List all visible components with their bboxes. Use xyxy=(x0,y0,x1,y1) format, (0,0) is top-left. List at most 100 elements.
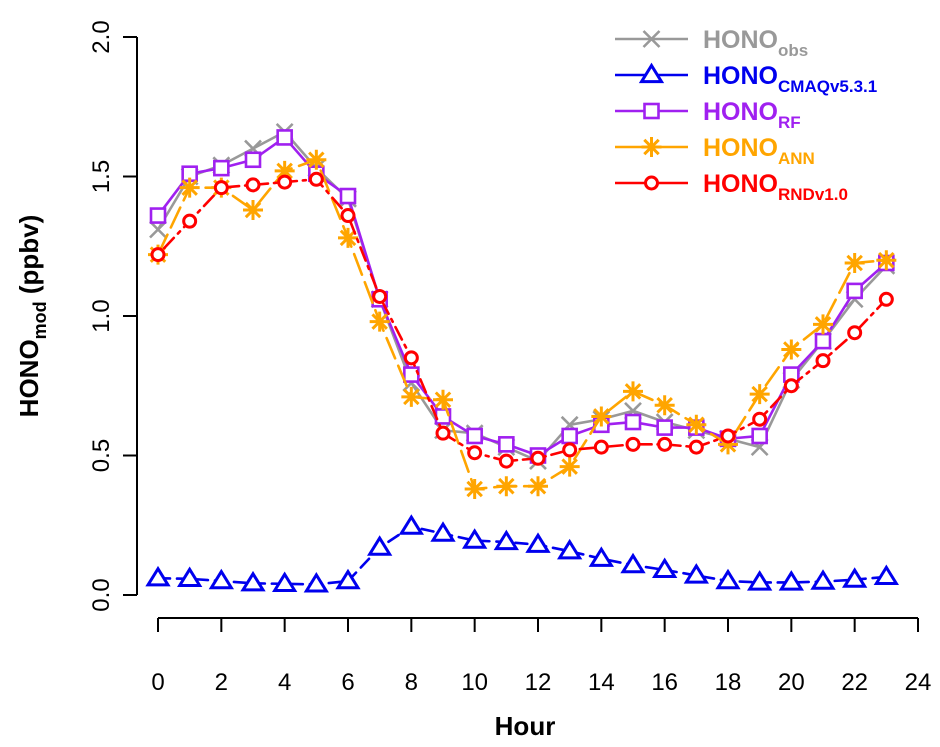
x-tick-label: 14 xyxy=(588,669,615,696)
y-axis-title-suffix: (ppbv) xyxy=(14,215,44,302)
data-point-rnd xyxy=(847,325,863,341)
data-point-rnd xyxy=(878,291,894,307)
data-point-rnd xyxy=(213,180,229,196)
data-point-cmaq xyxy=(842,567,868,588)
series-cmaq xyxy=(145,514,899,593)
data-point-ann xyxy=(306,149,327,170)
legend-label-main: HONO xyxy=(703,62,778,90)
legend-marker xyxy=(638,62,665,84)
y-axis-title: HONOmod (ppbv) xyxy=(14,215,50,418)
data-point-cmaq xyxy=(272,571,298,592)
data-point-ann xyxy=(591,406,612,427)
legend-marker xyxy=(642,30,661,48)
data-point-ann xyxy=(781,339,802,360)
legend: HONOobsHONOCMAQv5.3.1HONORFHONOANNHONORN… xyxy=(615,26,877,204)
data-point-rnd xyxy=(372,288,388,304)
y-tick-label: 2.0 xyxy=(88,20,115,53)
data-point-rf xyxy=(149,207,167,224)
y-tick-label: 0.0 xyxy=(88,578,115,611)
data-point-cmaq xyxy=(335,568,361,590)
data-point-cmaq xyxy=(430,521,456,542)
data-point-rf xyxy=(814,332,832,350)
legend-label-sub: obs xyxy=(778,41,808,60)
x-tick-label: 18 xyxy=(715,669,742,696)
data-point-ann xyxy=(179,177,200,198)
data-point-cmaq xyxy=(778,570,804,591)
y-axis-title-main: HONO xyxy=(14,339,44,417)
data-point-rnd xyxy=(498,453,514,469)
data-point-rnd xyxy=(308,171,324,187)
y-tick-label: 1.5 xyxy=(88,160,115,193)
data-point-cmaq xyxy=(652,557,678,579)
data-point-rf xyxy=(751,427,768,445)
legend-marker xyxy=(641,137,662,157)
data-point-rnd xyxy=(562,442,578,458)
data-point-rf xyxy=(656,419,673,436)
x-axis-title: Hour xyxy=(495,711,556,741)
data-point-rnd xyxy=(720,428,736,444)
y-tick-label: 0.5 xyxy=(88,439,115,472)
data-point-ann xyxy=(243,199,263,220)
data-point-rnd xyxy=(530,450,546,466)
series-line-ann xyxy=(156,158,888,491)
x-tick-label: 16 xyxy=(651,669,678,696)
data-point-rnd xyxy=(688,439,704,455)
x-tick-label: 4 xyxy=(278,669,291,696)
data-point-rnd xyxy=(625,436,641,452)
data-point-cmaq xyxy=(240,570,266,592)
data-point-cmaq xyxy=(462,528,488,549)
data-point-rf xyxy=(624,413,642,431)
data-point-cmaq xyxy=(810,569,836,590)
data-point-rnd xyxy=(783,378,799,394)
data-point-cmaq xyxy=(208,568,234,590)
legend-label: HONOobs xyxy=(703,26,808,60)
data-point-cmaq xyxy=(177,566,203,587)
legend-marker xyxy=(643,102,660,120)
series-rf xyxy=(149,129,895,464)
data-point-rf xyxy=(244,151,262,169)
data-point-rnd xyxy=(435,425,451,441)
series-rnd xyxy=(150,171,894,469)
data-point-ann xyxy=(813,314,833,335)
data-point-ann xyxy=(623,381,643,402)
data-point-cmaq xyxy=(620,552,646,574)
data-point-ann xyxy=(749,384,770,405)
x-tick-label: 22 xyxy=(841,669,868,696)
data-point-cmaq xyxy=(873,564,899,586)
data-point-ann xyxy=(401,386,422,407)
data-point-cmaq xyxy=(683,563,709,584)
data-point-rnd xyxy=(403,350,419,366)
series-layer xyxy=(145,122,899,593)
x-tick-label: 6 xyxy=(341,669,354,696)
data-point-cmaq xyxy=(303,572,329,593)
data-point-cmaq xyxy=(525,532,551,553)
data-point-cmaq xyxy=(557,538,583,560)
legend-label-main: HONO xyxy=(703,134,778,162)
data-point-rnd xyxy=(752,411,768,427)
legend-item-ann: HONOANN xyxy=(615,134,815,168)
data-point-rnd xyxy=(467,445,483,461)
data-point-ann xyxy=(369,311,390,332)
data-point-ann xyxy=(844,252,865,273)
legend-label: HONOCMAQv5.3.1 xyxy=(703,62,877,96)
data-point-ann xyxy=(654,395,675,416)
axes: 0 2 4 6 8 10 12 14 16 18 20 22 240.00.51.01.52.0 xyxy=(88,20,931,696)
data-point-ann xyxy=(274,160,295,181)
data-point-ann xyxy=(464,478,485,499)
legend-label-main: HONO xyxy=(703,26,778,54)
x-tick-label: 2 xyxy=(215,669,228,696)
data-point-ann xyxy=(559,456,580,477)
data-point-ann xyxy=(338,227,358,248)
data-point-rnd xyxy=(340,208,356,224)
legend-label-sub: CMAQv5.3.1 xyxy=(778,77,877,96)
data-point-ann xyxy=(876,250,897,271)
x-tick-label: 12 xyxy=(525,669,552,696)
legend-label: HONORF xyxy=(703,98,801,132)
legend-item-rf: HONORF xyxy=(615,98,801,132)
data-point-rnd xyxy=(815,353,831,369)
legend-item-cmaq: HONOCMAQv5.3.1 xyxy=(615,62,877,96)
legend-item-rnd: HONORNDv1.0 xyxy=(615,170,848,204)
data-point-rf xyxy=(403,366,420,383)
